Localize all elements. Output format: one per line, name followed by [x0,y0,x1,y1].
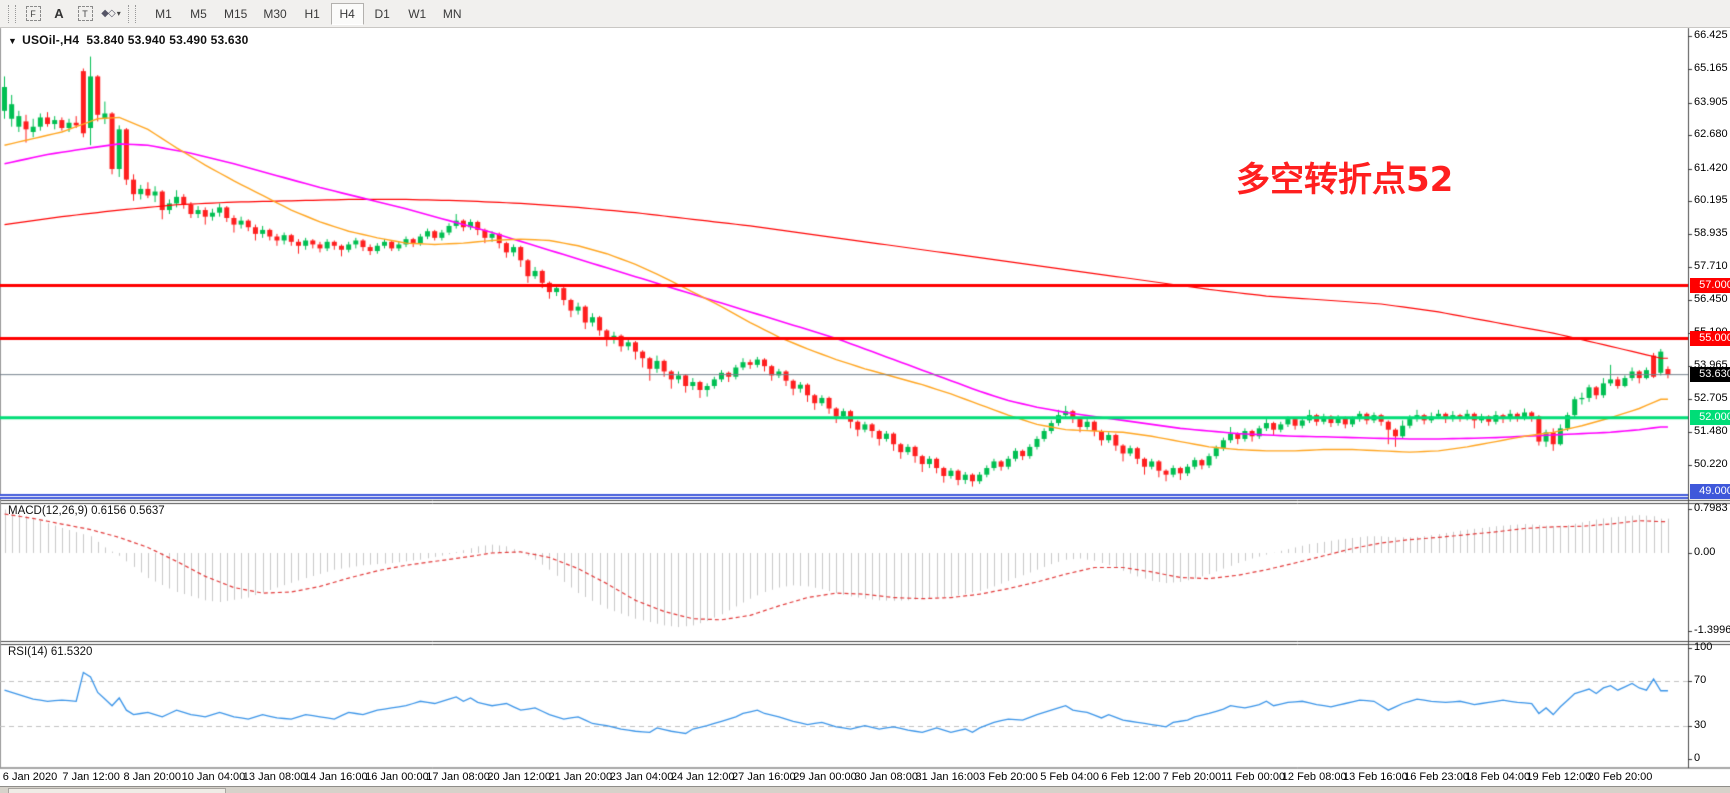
time-axis-label: 3 Feb 20:00 [979,771,1038,783]
tf-button-m1[interactable]: M1 [147,3,180,25]
time-axis-label: 19 Feb 12:00 [1526,771,1592,783]
time-axis-label: 5 Feb 04:00 [1040,771,1099,783]
time-axis-label: 31 Jan 16:00 [915,771,980,783]
time-axis-label: 21 Jan 20:00 [548,771,613,783]
time-axis-label: 16 Feb 23:00 [1404,771,1469,783]
price-tick-label: 57.710 [1694,259,1728,272]
text-tool-button[interactable]: T [72,3,98,25]
time-axis-label: 27 Jan 16:00 [732,771,796,783]
price-badge-52.000: 52.000 [1690,410,1730,426]
timeframe-group: M1 M5 M15 M30 H1 H4 D1 W1 MN [146,0,470,27]
tf-button-m30[interactable]: M30 [256,3,293,25]
chart-text-annotation: 多空转折点52 [1236,160,1454,200]
rsi-indicator-label: RSI(14) 61.5320 [8,646,93,658]
time-axis-label: 18 Feb 04:00 [1465,771,1531,783]
chevron-down-icon: ▾ [116,9,121,18]
symbol-name: USOil-,H4 [22,33,80,47]
macd-scale-label: 0.00 [1694,546,1716,558]
price-tick-label: 50.220 [1694,457,1728,470]
price-tick-label: 60.195 [1694,193,1728,206]
price-tick-label: 66.425 [1694,29,1728,42]
price-tick-label: 51.480 [1694,424,1728,437]
label-tool-button[interactable]: A [46,3,72,25]
rsi-scale-label: 0 [1694,752,1701,764]
symbol-title[interactable]: ▼ USOil-,H4 53.840 53.940 53.490 53.630 [8,33,249,47]
price-tick-label: 56.450 [1694,293,1728,306]
price-tick-label: 58.935 [1694,227,1728,240]
status-strip [0,786,1730,793]
time-axis-label: 12 Feb 08:00 [1281,771,1347,783]
chart-tab[interactable] [8,788,226,793]
tf-button-m5[interactable]: M5 [182,3,215,25]
price-badge-57.000: 57.000 [1690,277,1730,293]
time-axis-label: 7 Feb 20:00 [1162,771,1222,783]
price-badge-49.000: 49.000 [1690,483,1730,499]
toolbar: F A T ◆◇ ▾ M1 M5 M15 M30 H1 H4 D1 W1 MN [0,0,1730,28]
time-axis-label: 29 Jan 00:00 [793,771,857,783]
time-axis-label: 6 Feb 12:00 [1101,771,1161,783]
f-box-tool-button[interactable]: F [20,3,46,25]
tf-button-w1[interactable]: W1 [401,3,434,25]
tf-button-d1[interactable]: D1 [366,3,399,25]
rsi-scale-label: 30 [1694,718,1707,731]
label-a-icon: A [54,6,64,21]
tf-button-m15[interactable]: M15 [217,3,254,25]
time-axis-label: 16 Jan 00:00 [365,771,429,783]
time-axis-label: 8 Jan 20:00 [123,771,182,783]
tf-button-mn[interactable]: MN [436,3,469,25]
time-axis-label: 20 Feb 20:00 [1587,771,1653,783]
time-axis-label: 24 Jan 12:00 [670,771,735,783]
time-axis-label: 20 Jan 12:00 [487,771,552,783]
macd-scale-label: 0.7983 [1694,501,1728,514]
toolbar-drag-handle[interactable] [8,4,16,23]
price-tick-label: 62.680 [1694,128,1728,141]
time-axis-label: 14 Jan 16:00 [303,771,368,783]
rsi-scale-label: 100 [1694,641,1713,653]
time-axis-label: 23 Jan 04:00 [609,771,674,783]
price-tick-label: 52.705 [1694,392,1728,405]
tf-button-h1[interactable]: H1 [296,3,329,25]
macd-scale-label: -1.3996 [1694,623,1730,636]
symbol-ohlc: 53.840 53.940 53.490 53.630 [86,33,249,47]
rsi-scale-label: 70 [1694,674,1707,687]
time-axis-label: 6 Jan 2020 [2,771,58,783]
price-tick-label: 63.905 [1694,95,1728,108]
price-tick-label: 61.420 [1694,161,1728,174]
text-t-icon: T [77,6,93,21]
shapes-icon: ◆◇ [101,8,115,19]
shapes-tool-button[interactable]: ◆◇ ▾ [98,3,124,25]
time-axis-label: 13 Feb 16:00 [1342,771,1408,783]
price-badge-55.000: 55.000 [1690,330,1730,346]
time-axis-label: 10 Jan 04:00 [181,771,246,783]
time-axis-label: 30 Jan 08:00 [854,771,918,783]
price-badge-53.630: 53.630 [1690,367,1730,383]
macd-indicator-label: MACD(12,26,9) 0.6156 0.5637 [8,505,165,517]
price-tick-label: 65.165 [1694,62,1728,75]
dashed-box-icon: F [25,6,41,21]
toolbar-separator [128,4,136,23]
time-axis-label: 17 Jan 08:00 [426,771,490,783]
time-axis-label: 7 Jan 12:00 [62,771,120,783]
time-axis-label: 13 Jan 08:00 [242,771,307,783]
collapse-triangle-icon[interactable]: ▼ [8,36,18,46]
tf-button-h4[interactable]: H4 [330,2,364,25]
time-axis-label: 11 Feb 00:00 [1221,771,1286,783]
